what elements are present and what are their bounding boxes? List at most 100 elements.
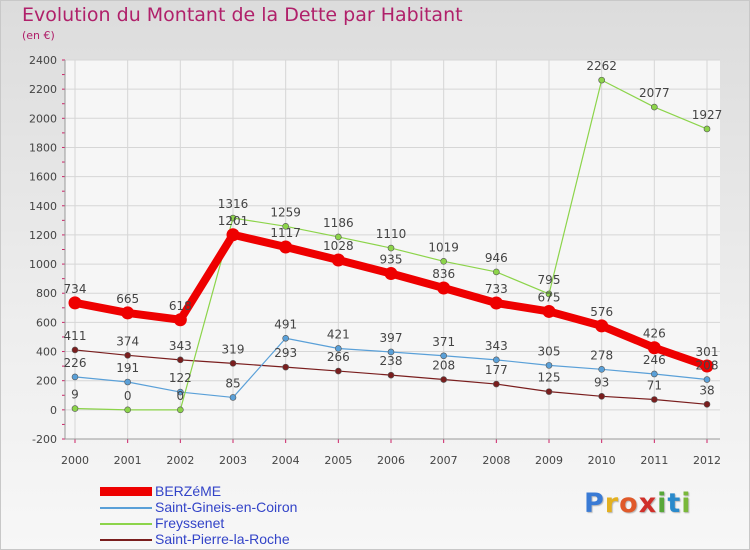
y-tick-label: 1400	[29, 200, 57, 213]
x-tick-label: 2006	[377, 454, 405, 467]
data-point	[437, 281, 451, 295]
data-point	[598, 76, 605, 84]
data-point	[703, 125, 711, 133]
data-label: 665	[116, 292, 139, 306]
x-tick-label: 2004	[272, 454, 300, 467]
data-label: 208	[696, 359, 719, 373]
data-label: 226	[64, 356, 87, 370]
data-point	[335, 345, 342, 352]
data-label: 795	[538, 273, 561, 287]
data-label: 305	[538, 344, 561, 358]
data-label: 1259	[270, 205, 301, 219]
data-label: 935	[380, 253, 403, 267]
data-point	[279, 240, 293, 254]
x-tick-label: 2000	[61, 454, 89, 467]
data-point	[703, 376, 711, 383]
data-label: 733	[485, 282, 508, 296]
data-point	[71, 405, 79, 412]
data-label: 946	[485, 251, 508, 265]
data-point	[282, 223, 289, 230]
data-label: 246	[643, 353, 666, 367]
data-point	[703, 401, 711, 408]
y-tick-label: 0	[50, 404, 57, 417]
proxiti-logo: Proxiti	[584, 488, 692, 519]
data-point	[387, 371, 395, 379]
data-point	[647, 341, 661, 355]
y-tick-label: 1800	[29, 141, 57, 154]
data-label: 38	[699, 383, 714, 397]
data-label: 836	[432, 267, 455, 281]
logo-letter: x	[638, 488, 658, 519]
legend-swatch	[100, 487, 152, 496]
data-point	[68, 296, 82, 310]
data-point	[282, 363, 289, 371]
data-label: 1927	[692, 108, 723, 122]
data-label: 0	[124, 389, 132, 403]
y-tick-label: -200	[32, 433, 57, 446]
data-point	[282, 334, 289, 342]
x-tick-label: 2008	[482, 454, 510, 467]
data-point	[71, 346, 79, 354]
data-label: 1028	[323, 239, 354, 253]
data-point	[545, 388, 553, 395]
data-label: 191	[116, 361, 139, 375]
data-point	[229, 214, 237, 222]
legend-label: BERZéME	[155, 483, 222, 499]
data-label: 618	[169, 299, 192, 313]
data-label: 85	[225, 376, 240, 390]
legend-swatch	[100, 507, 152, 509]
x-tick-label: 2012	[693, 454, 721, 467]
data-point	[545, 290, 553, 298]
data-point	[598, 392, 605, 400]
data-label: 319	[222, 342, 245, 356]
data-label: 426	[643, 327, 666, 341]
logo-letter: t	[667, 488, 682, 519]
data-label: 208	[432, 359, 455, 373]
data-point	[598, 366, 605, 373]
x-tick-label: 2005	[324, 454, 352, 467]
data-label: 343	[169, 339, 192, 353]
y-tick-label: 1200	[29, 229, 57, 242]
data-label: 397	[380, 331, 403, 345]
data-label: 374	[116, 334, 139, 348]
chart-title: Evolution du Montant de la Dette par Hab…	[22, 4, 463, 26]
data-point	[489, 296, 503, 310]
data-point	[335, 233, 342, 241]
data-label: 0	[177, 389, 185, 403]
data-point	[177, 388, 184, 396]
logo-letter: P	[584, 488, 605, 519]
y-tick-label: 2200	[29, 83, 57, 96]
data-point	[173, 313, 187, 327]
data-point	[542, 304, 556, 318]
data-label: 411	[64, 329, 87, 343]
data-point	[177, 406, 184, 414]
y-tick-label: 1000	[29, 258, 57, 271]
data-point	[440, 258, 447, 265]
data-point	[440, 352, 447, 360]
legend-label: Freyssenet	[155, 515, 225, 531]
logo-letter: o	[619, 488, 639, 519]
data-point	[595, 319, 609, 333]
data-point	[493, 356, 500, 364]
data-point	[229, 360, 237, 367]
data-label: 1110	[376, 227, 407, 241]
legend-label: Saint-Pierre-la-Roche	[155, 531, 290, 547]
data-label: 421	[327, 327, 350, 341]
y-tick-label: 200	[36, 375, 57, 388]
x-tick-label: 2002	[166, 454, 194, 467]
logo-letter: i	[681, 488, 692, 519]
chart-subtitle: (en €)	[22, 29, 55, 42]
data-point	[331, 253, 345, 267]
data-point	[177, 356, 184, 364]
data-label: 293	[274, 346, 297, 360]
y-tick-label: 1600	[29, 171, 57, 184]
data-label: 301	[696, 345, 719, 359]
data-label: 371	[432, 335, 455, 349]
data-point	[124, 406, 131, 414]
logo-letter: r	[604, 488, 620, 519]
data-point	[651, 396, 658, 403]
legend-label: Saint-Gineis-en-Coiron	[155, 499, 298, 515]
x-tick-label: 2011	[640, 454, 668, 467]
data-label: 343	[485, 339, 508, 353]
data-label: 1117	[270, 226, 301, 240]
